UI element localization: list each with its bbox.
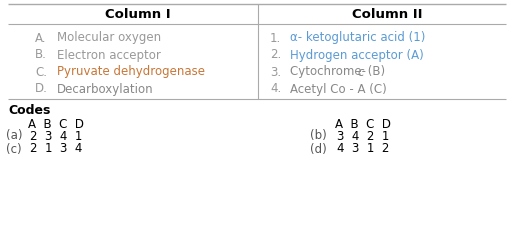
Text: 3  4  2  1: 3 4 2 1 bbox=[337, 129, 389, 143]
Text: Codes: Codes bbox=[8, 104, 50, 118]
Text: (b): (b) bbox=[310, 129, 327, 143]
Text: α- ketoglutaric acid (1): α- ketoglutaric acid (1) bbox=[290, 31, 425, 44]
Text: (B): (B) bbox=[364, 65, 385, 79]
Text: 2  3  4  1: 2 3 4 1 bbox=[30, 129, 82, 143]
Text: A  B  C  D: A B C D bbox=[335, 118, 391, 130]
Text: 2.: 2. bbox=[270, 49, 281, 62]
Text: (d): (d) bbox=[310, 143, 327, 155]
Text: Pyruvate dehydrogenase: Pyruvate dehydrogenase bbox=[57, 65, 205, 79]
Text: Cytochrome-: Cytochrome- bbox=[290, 65, 370, 79]
Text: (a): (a) bbox=[6, 129, 23, 143]
Text: Acetyl Co - A (C): Acetyl Co - A (C) bbox=[290, 83, 387, 95]
Text: Hydrogen acceptor (A): Hydrogen acceptor (A) bbox=[290, 49, 424, 62]
Text: B.: B. bbox=[35, 49, 47, 62]
Text: Molecular oxygen: Molecular oxygen bbox=[57, 31, 161, 44]
Text: 2  1  3  4: 2 1 3 4 bbox=[30, 143, 82, 155]
Text: 3.: 3. bbox=[270, 65, 281, 79]
Text: Column I: Column I bbox=[105, 7, 171, 21]
Text: D.: D. bbox=[35, 83, 48, 95]
Text: 1.: 1. bbox=[270, 31, 281, 44]
Text: 4.: 4. bbox=[270, 83, 281, 95]
Text: c: c bbox=[357, 65, 364, 79]
Text: A.: A. bbox=[35, 31, 47, 44]
Text: Electron acceptor: Electron acceptor bbox=[57, 49, 161, 62]
Text: 4  3  1  2: 4 3 1 2 bbox=[337, 143, 389, 155]
Text: C.: C. bbox=[35, 65, 47, 79]
Text: A  B  C  D: A B C D bbox=[28, 118, 84, 130]
Text: Decarboxylation: Decarboxylation bbox=[57, 83, 154, 95]
Text: (c): (c) bbox=[6, 143, 22, 155]
Text: Column II: Column II bbox=[352, 7, 422, 21]
